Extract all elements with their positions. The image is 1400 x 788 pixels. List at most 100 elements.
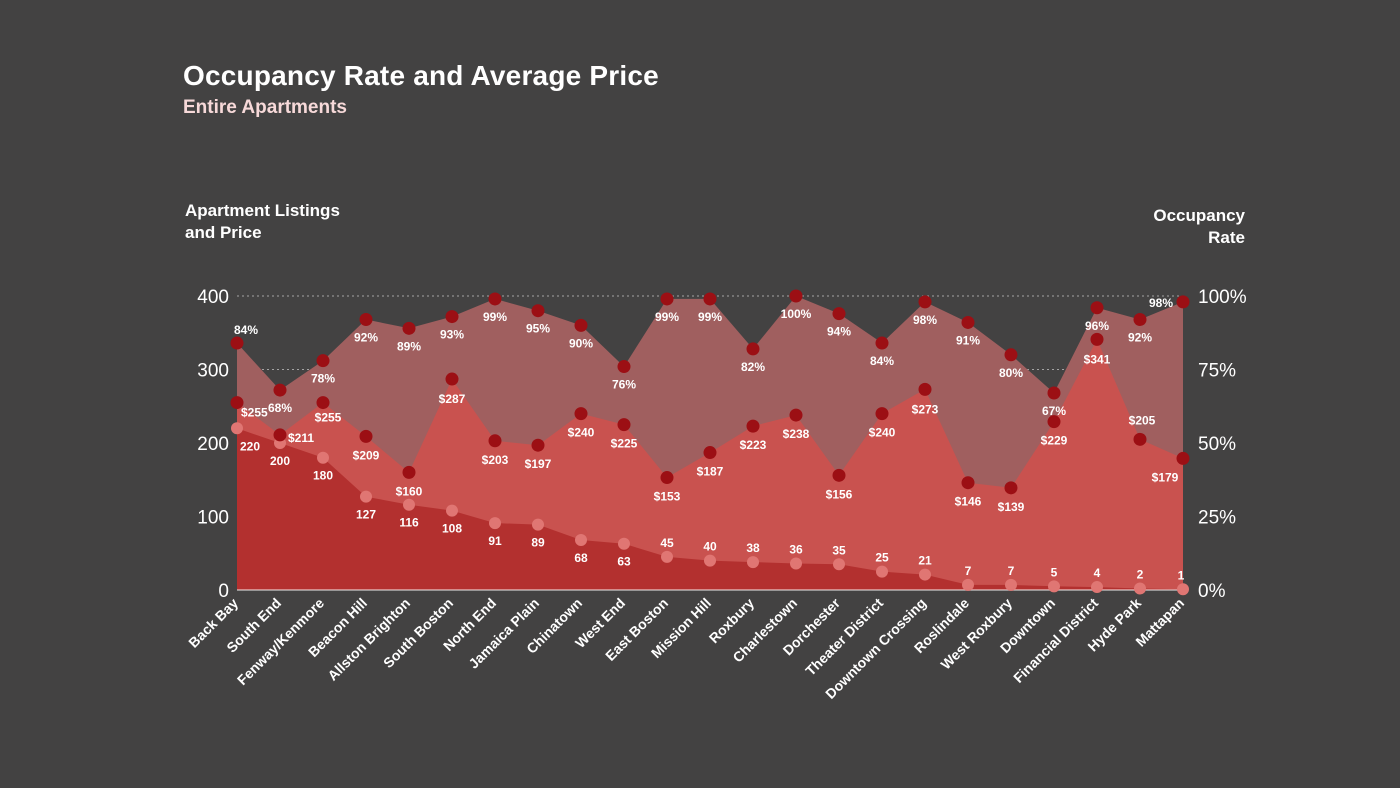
occupancy-label: 91% [956,333,980,347]
listings-point [231,422,243,434]
listings-point [1134,583,1146,595]
price-point [790,409,803,422]
occupancy-point [1177,295,1190,308]
price-point [532,439,545,452]
listings-label: 35 [832,543,846,557]
price-point [962,476,975,489]
occupancy-label: 98% [913,313,937,327]
price-label: $187 [697,465,724,479]
occupancy-point [747,342,760,355]
price-label: $240 [568,426,595,440]
occupancy-label: 78% [311,372,335,386]
occupancy-point [360,313,373,326]
price-label: $238 [783,427,810,441]
price-point [661,471,674,484]
price-point [489,434,502,447]
price-label: $160 [396,484,423,498]
listings-point [618,538,630,550]
occupancy-point [704,292,717,305]
listings-label: 25 [875,551,889,565]
listings-label: 91 [488,534,502,548]
occupancy-point [231,337,244,350]
right-axis-tick-label: 75% [1198,361,1236,382]
price-label: $179 [1152,470,1179,484]
listings-label: 68 [574,551,588,565]
price-label: $211 [288,431,314,445]
occupancy-label: 84% [870,354,894,368]
occupancy-point [833,307,846,320]
listings-point [575,534,587,546]
occupancy-point [661,292,674,305]
occupancy-label: 95% [526,322,550,336]
listings-label: 180 [313,469,333,483]
occupancy-point [1134,313,1147,326]
price-label: $209 [353,448,380,462]
listings-point [489,517,501,529]
price-label: $146 [955,495,982,509]
occupancy-point [317,354,330,367]
right-axis-tick-label: 50% [1198,434,1236,455]
left-axis-tick-label: 200 [197,434,229,455]
listings-point [1048,580,1060,592]
occupancy-label: 93% [440,328,464,342]
right-axis-tick-label: 25% [1198,508,1236,529]
listings-label: 89 [531,536,545,550]
listings-label: 127 [356,508,376,522]
listings-label: 2 [1137,568,1144,582]
price-label: $223 [740,438,767,452]
occupancy-point [489,292,502,305]
occupancy-point [403,322,416,335]
listings-point [919,569,931,581]
price-point [1134,433,1147,446]
listings-label: 7 [1008,564,1015,578]
occupancy-label: 80% [999,366,1023,380]
listings-point [532,519,544,531]
occupancy-label: 76% [612,378,636,392]
right-axis-tick-label: 100% [1198,287,1247,308]
occupancy-point [876,337,889,350]
occupancy-label: 67% [1042,404,1066,418]
price-point [876,407,889,420]
occupancy-label: 99% [655,310,679,324]
listings-point [317,452,329,464]
listings-point [360,491,372,503]
price-point [403,466,416,479]
listings-point [704,555,716,567]
listings-point [876,566,888,578]
price-point [446,373,459,386]
occupancy-label: 92% [1128,331,1152,345]
price-label: $341 [1084,352,1111,366]
right-axis-tick-label: 0% [1198,581,1226,602]
occupancy-point [274,384,287,397]
occupancy-label: 92% [354,331,378,345]
occupancy-point [575,319,588,332]
price-point [317,396,330,409]
occupancy-point [618,360,631,373]
price-label: $225 [611,437,638,451]
price-point [360,430,373,443]
listings-label: 45 [660,536,674,550]
price-point [575,407,588,420]
price-label: $255 [315,411,342,425]
left-axis-tick-label: 400 [197,287,229,308]
listings-point [1005,579,1017,591]
occupancy-label: 100% [781,307,812,321]
occupancy-label: 90% [569,336,593,350]
occupancy-point [446,310,459,323]
price-label: $287 [439,392,466,406]
occupancy-label: 96% [1085,319,1109,333]
listings-point [1177,583,1189,595]
price-label: $156 [826,487,853,501]
occupancy-point [1005,348,1018,361]
listings-label: 108 [442,522,462,536]
listings-label: 63 [617,555,631,569]
price-point [747,420,760,433]
price-point [274,428,287,441]
price-label: $240 [869,426,896,440]
listings-label: 21 [918,554,932,568]
price-point [833,469,846,482]
price-point [919,383,932,396]
listings-point [747,556,759,568]
price-label: $203 [482,453,509,467]
